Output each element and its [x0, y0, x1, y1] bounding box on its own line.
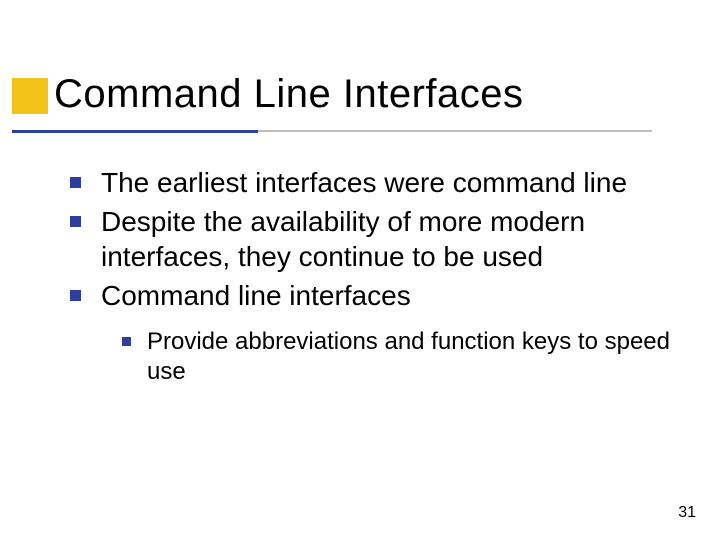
list-item: The earliest interfaces were command lin… [70, 165, 670, 200]
list-item: Command line interfaces [70, 278, 670, 313]
page-number: 31 [678, 504, 696, 522]
title-underline-blue [12, 130, 258, 133]
list-item: Despite the availability of more modern … [70, 204, 670, 274]
square-bullet-icon [70, 216, 81, 227]
list-item-text: Command line interfaces [101, 278, 411, 313]
list-item-text: Despite the availability of more modern … [101, 204, 670, 274]
list-item-text: The earliest interfaces were command lin… [101, 165, 627, 200]
slide: Command Line Interfaces The earliest int… [0, 0, 720, 540]
square-bullet-icon [122, 337, 131, 346]
sub-list: Provide abbreviations and function keys … [122, 327, 670, 387]
slide-title: Command Line Interfaces [54, 72, 524, 117]
list-item-text: Provide abbreviations and function keys … [147, 327, 670, 387]
list-item: Provide abbreviations and function keys … [122, 327, 670, 387]
slide-body: The earliest interfaces were command lin… [70, 165, 670, 391]
square-bullet-icon [70, 177, 81, 188]
title-accent-square [12, 78, 48, 114]
square-bullet-icon [70, 290, 81, 301]
